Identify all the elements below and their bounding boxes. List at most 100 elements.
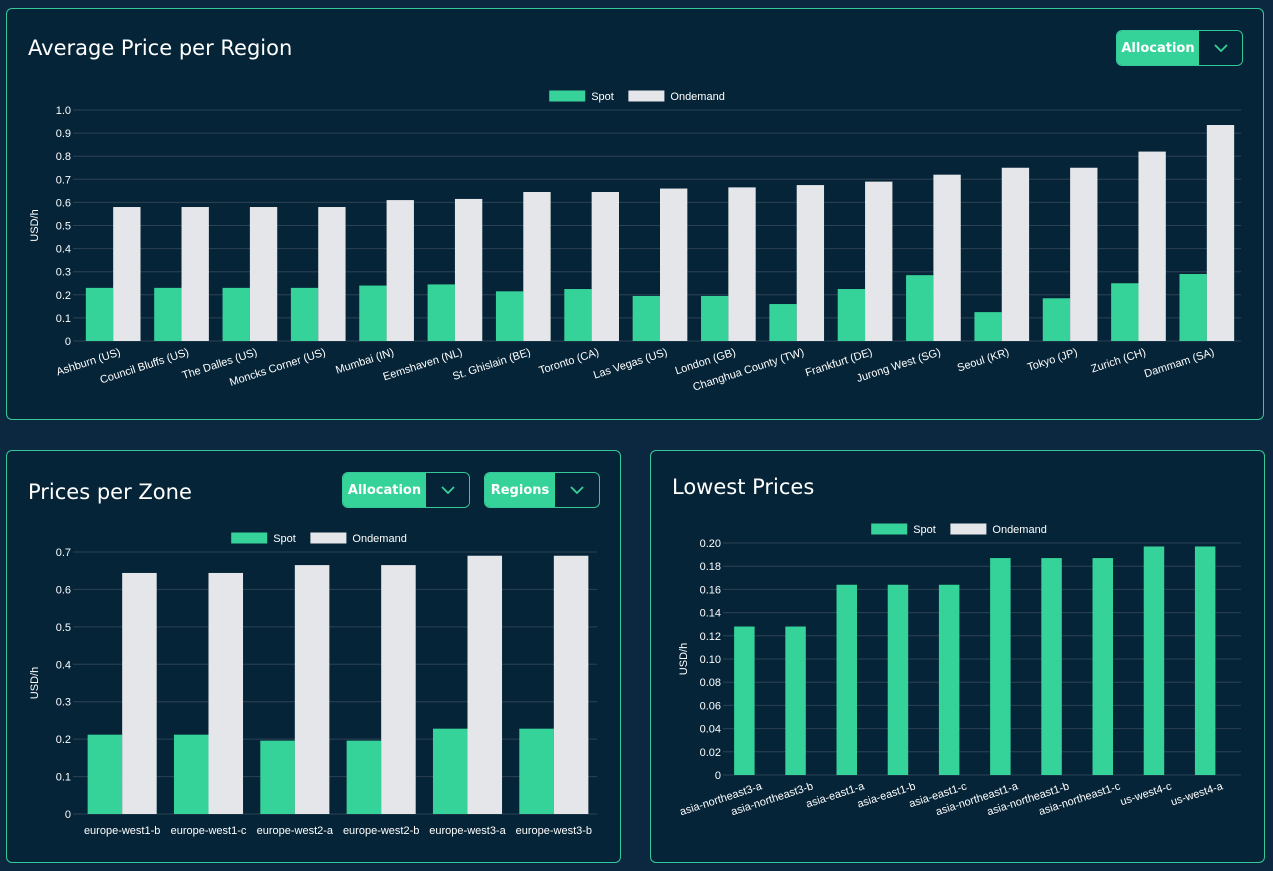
bar-ondemand <box>294 565 330 814</box>
bar-ondemand <box>113 207 141 341</box>
x-tick-label: europe-west1-b <box>84 825 160 837</box>
y-tick-label: 0.14 <box>700 608 721 620</box>
y-tick-label: 0.1 <box>56 313 71 325</box>
x-tick-label: Tokyo (JP) <box>1026 346 1079 373</box>
legend-label-spot: Spot <box>913 524 936 536</box>
bar-spot <box>173 734 209 814</box>
zone-regions-dropdown[interactable]: Regions <box>484 472 600 508</box>
y-tick-label: 0.3 <box>56 267 71 279</box>
bar-spot <box>887 584 909 775</box>
x-tick-label: us-west4-a <box>1169 780 1225 808</box>
bar-ondemand <box>728 187 756 341</box>
chevron-down-icon <box>426 473 469 507</box>
y-tick-label: 0.18 <box>700 561 721 573</box>
bar-ondemand <box>523 192 551 341</box>
x-tick-label: europe-west3-b <box>516 825 592 837</box>
x-tick-label: Dammam (SA) <box>1143 346 1216 380</box>
bar-spot <box>785 626 806 775</box>
y-tick-label: 0.9 <box>56 128 71 140</box>
bar-spot <box>836 584 857 775</box>
zone-card-title: Prices per Zone <box>28 480 192 504</box>
bar-spot <box>495 291 524 341</box>
bar-spot <box>734 626 755 775</box>
y-axis-title: USD/h <box>29 667 41 699</box>
y-tick-label: 0.6 <box>56 197 71 209</box>
bar-spot <box>1111 283 1139 341</box>
legend-label-ondemand: Ondemand <box>352 533 406 545</box>
y-tick-label: 0.4 <box>56 244 71 256</box>
legend-swatch-spot <box>871 523 908 535</box>
legend-label-spot: Spot <box>591 91 614 103</box>
y-tick-label: 0 <box>715 770 721 782</box>
region-bar-chart: 0 0.1 0.2 0.3 0.4 0.5 0.6 0.7 0.8 0.9 1.0 USD/h Spot… <box>29 90 1241 394</box>
x-tick-label: Toronto (CA) <box>538 346 601 377</box>
region-price-card: Average Price per Region Allocation 0 0.1… <box>6 8 1264 420</box>
x-tick-label: europe-west3-a <box>429 825 506 837</box>
bar-spot <box>906 275 934 341</box>
y-tick-label: 0.16 <box>700 584 721 596</box>
bar-ondemand <box>467 555 503 814</box>
bar-spot <box>990 558 1011 775</box>
y-tick-label: 0.5 <box>56 622 71 634</box>
bar-spot <box>1179 274 1207 341</box>
bar-spot <box>701 295 729 341</box>
bar-ondemand <box>122 572 157 814</box>
y-tick-label: 0.7 <box>56 174 71 186</box>
bar-spot <box>427 284 455 341</box>
region-card-title: Average Price per Region <box>28 36 293 60</box>
bar-spot <box>938 584 960 775</box>
y-tick-label: 0.5 <box>56 221 71 233</box>
bar-ondemand <box>933 174 961 341</box>
y-tick-label: 0 <box>65 809 71 821</box>
x-tick-label: europe-west2-b <box>343 825 419 837</box>
bar-ondemand <box>796 185 825 341</box>
y-tick-label: 0.6 <box>56 584 71 596</box>
x-tick-label: asia-east1-b <box>856 780 917 810</box>
bar-spot <box>632 295 660 341</box>
y-tick-label: 0.08 <box>700 677 721 689</box>
x-tick-label: europe-west2-a <box>257 825 334 837</box>
bar-spot <box>290 287 319 341</box>
bar-spot <box>260 740 295 814</box>
zone-bar-chart: 0 0.1 0.2 0.3 0.4 0.5 0.6 0.7 USD/h Spot Ondemand e… <box>29 532 597 837</box>
x-tick-label: europe-west1-c <box>171 825 247 837</box>
zone-allocation-dropdown[interactable]: Allocation <box>342 472 470 508</box>
bar-spot <box>154 287 182 341</box>
x-tick-label: Zurich (CH) <box>1090 346 1148 375</box>
y-axis-title: USD/h <box>678 643 690 675</box>
allocation-dropdown-label: Allocation <box>343 473 426 507</box>
y-tick-label: 0.20 <box>700 538 721 550</box>
bar-ondemand <box>318 207 346 341</box>
bar-ondemand <box>454 198 483 341</box>
y-tick-label: 0.10 <box>700 654 721 666</box>
bar-ondemand <box>1001 167 1030 341</box>
y-tick-label: 0.1 <box>56 772 71 784</box>
bar-ondemand <box>1138 151 1166 341</box>
y-tick-label: 0.7 <box>56 547 71 559</box>
bar-spot <box>359 285 387 341</box>
x-tick-label: St. Ghislain (BE) <box>451 346 532 383</box>
bar-spot <box>432 728 468 814</box>
allocation-dropdown-label: Allocation <box>1117 31 1199 65</box>
bar-spot <box>346 740 382 814</box>
region-allocation-dropdown[interactable]: Allocation <box>1116 30 1243 66</box>
legend-swatch-ondemand <box>310 532 347 544</box>
y-tick-label: 0.2 <box>56 734 71 746</box>
y-tick-label: 0.12 <box>700 631 721 643</box>
zone-price-card: Prices per Zone Allocation Regions 0 0.1 0… <box>6 450 621 863</box>
y-tick-label: 1.0 <box>56 105 71 117</box>
chevron-down-icon <box>555 473 598 507</box>
bar-ondemand <box>208 572 244 814</box>
x-tick-label: us-west4-c <box>1119 780 1174 808</box>
chevron-down-icon <box>1199 31 1242 65</box>
bar-ondemand <box>181 207 209 341</box>
bar-ondemand <box>865 181 893 341</box>
y-tick-label: 0.8 <box>56 151 71 163</box>
bar-spot <box>1194 546 1216 775</box>
bar-ondemand <box>553 555 589 814</box>
bar-ondemand <box>249 207 278 341</box>
bar-ondemand <box>660 188 688 341</box>
y-tick-label: 0 <box>65 336 71 348</box>
y-tick-label: 0.02 <box>700 747 721 759</box>
bar-ondemand <box>591 192 619 341</box>
